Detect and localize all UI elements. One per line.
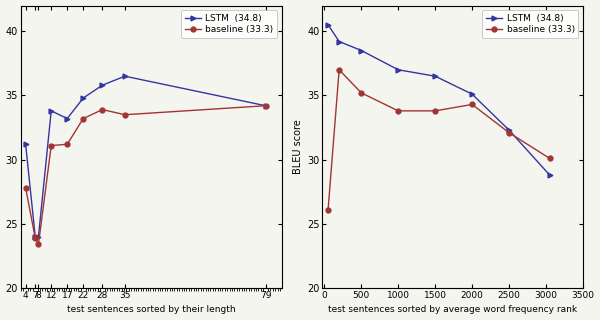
LSTM  (34.8)	[546, 173, 553, 177]
LSTM  (34.8)	[431, 74, 439, 78]
baseline (33.3)	[325, 208, 332, 212]
LSTM  (34.8)	[32, 235, 39, 239]
LSTM  (34.8)	[262, 104, 269, 108]
LSTM  (34.8)	[469, 92, 476, 96]
Line: baseline (33.3): baseline (33.3)	[23, 103, 268, 247]
Y-axis label: BLEU score: BLEU score	[293, 119, 303, 174]
LSTM  (34.8)	[35, 235, 42, 239]
LSTM  (34.8)	[22, 142, 29, 146]
baseline (33.3)	[64, 142, 71, 146]
LSTM  (34.8)	[64, 117, 71, 121]
baseline (33.3)	[22, 186, 29, 190]
LSTM  (34.8)	[80, 96, 87, 100]
baseline (33.3)	[335, 68, 343, 72]
LSTM  (34.8)	[395, 68, 402, 72]
LSTM  (34.8)	[335, 40, 343, 44]
baseline (33.3)	[32, 236, 39, 240]
X-axis label: test sentences sorted by their length: test sentences sorted by their length	[67, 306, 236, 315]
baseline (33.3)	[546, 156, 553, 160]
LSTM  (34.8)	[47, 109, 55, 113]
baseline (33.3)	[358, 91, 365, 95]
baseline (33.3)	[121, 113, 128, 117]
baseline (33.3)	[395, 109, 402, 113]
baseline (33.3)	[469, 102, 476, 106]
LSTM  (34.8)	[505, 128, 512, 132]
X-axis label: test sentences sorted by average word frequency rank: test sentences sorted by average word fr…	[328, 306, 577, 315]
Line: LSTM  (34.8): LSTM (34.8)	[23, 74, 268, 239]
baseline (33.3)	[35, 243, 42, 246]
baseline (33.3)	[431, 109, 439, 113]
baseline (33.3)	[99, 108, 106, 111]
LSTM  (34.8)	[121, 74, 128, 78]
Legend: LSTM  (34.8), baseline (33.3): LSTM (34.8), baseline (33.3)	[482, 10, 578, 38]
baseline (33.3)	[505, 131, 512, 135]
LSTM  (34.8)	[358, 49, 365, 52]
Legend: LSTM  (34.8), baseline (33.3): LSTM (34.8), baseline (33.3)	[181, 10, 277, 38]
Line: baseline (33.3): baseline (33.3)	[326, 67, 552, 212]
baseline (33.3)	[262, 104, 269, 108]
baseline (33.3)	[47, 144, 55, 148]
LSTM  (34.8)	[325, 23, 332, 27]
baseline (33.3)	[80, 117, 87, 121]
Line: LSTM  (34.8): LSTM (34.8)	[326, 22, 552, 178]
LSTM  (34.8)	[99, 83, 106, 87]
